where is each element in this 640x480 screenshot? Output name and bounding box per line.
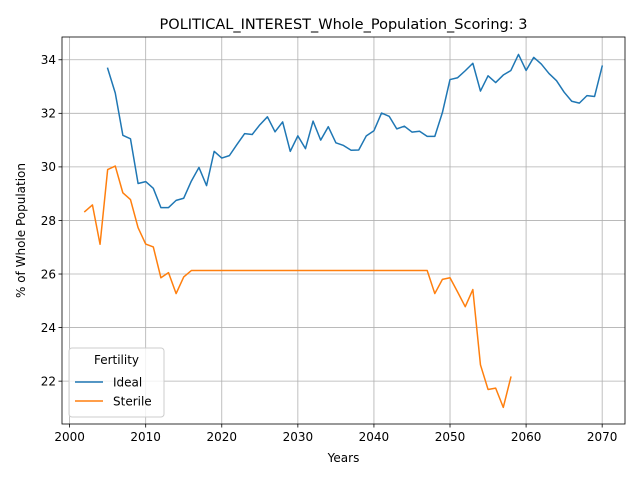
legend-label-ideal: Ideal xyxy=(113,375,142,389)
legend-label-sterile: Sterile xyxy=(113,394,152,408)
legend-title: Fertility xyxy=(94,353,139,367)
series-lines xyxy=(83,53,604,409)
y-tick-label: 26 xyxy=(41,267,56,281)
y-tick-label: 34 xyxy=(41,53,56,67)
x-axis-ticks: 2000 2010 2020 2030 2040 2050 2060 2070 xyxy=(54,424,617,444)
x-axis-label: Years xyxy=(327,451,360,465)
plot-area-frame xyxy=(61,36,626,425)
x-tick-label: 2070 xyxy=(587,430,618,444)
y-tick-label: 32 xyxy=(41,107,56,121)
x-tick-label: 2050 xyxy=(435,430,466,444)
legend-items: Ideal Sterile xyxy=(75,375,152,408)
y-tick-label: 22 xyxy=(41,374,56,388)
legend-box xyxy=(68,347,165,418)
chart-title: POLITICAL_INTEREST_Whole_Population_Scor… xyxy=(160,17,528,33)
legend: Fertility Ideal Sterile xyxy=(68,347,165,418)
x-tick-label: 2010 xyxy=(130,430,161,444)
x-tick-label: 2020 xyxy=(206,430,237,444)
x-tick-label: 2030 xyxy=(283,430,314,444)
x-tick-label: 2060 xyxy=(511,430,542,444)
series-line-sterile xyxy=(83,165,512,409)
x-tick-label: 2000 xyxy=(54,430,85,444)
y-tick-label: 28 xyxy=(41,214,56,228)
series-line-ideal xyxy=(106,53,604,209)
y-axis-label: % of Whole Population xyxy=(14,163,28,298)
x-tick-label: 2040 xyxy=(359,430,390,444)
y-tick-label: 24 xyxy=(41,321,56,335)
grid-lines xyxy=(62,37,625,424)
y-tick-label: 30 xyxy=(41,160,56,174)
y-axis-ticks: 22 24 26 28 30 32 34 xyxy=(41,53,62,388)
